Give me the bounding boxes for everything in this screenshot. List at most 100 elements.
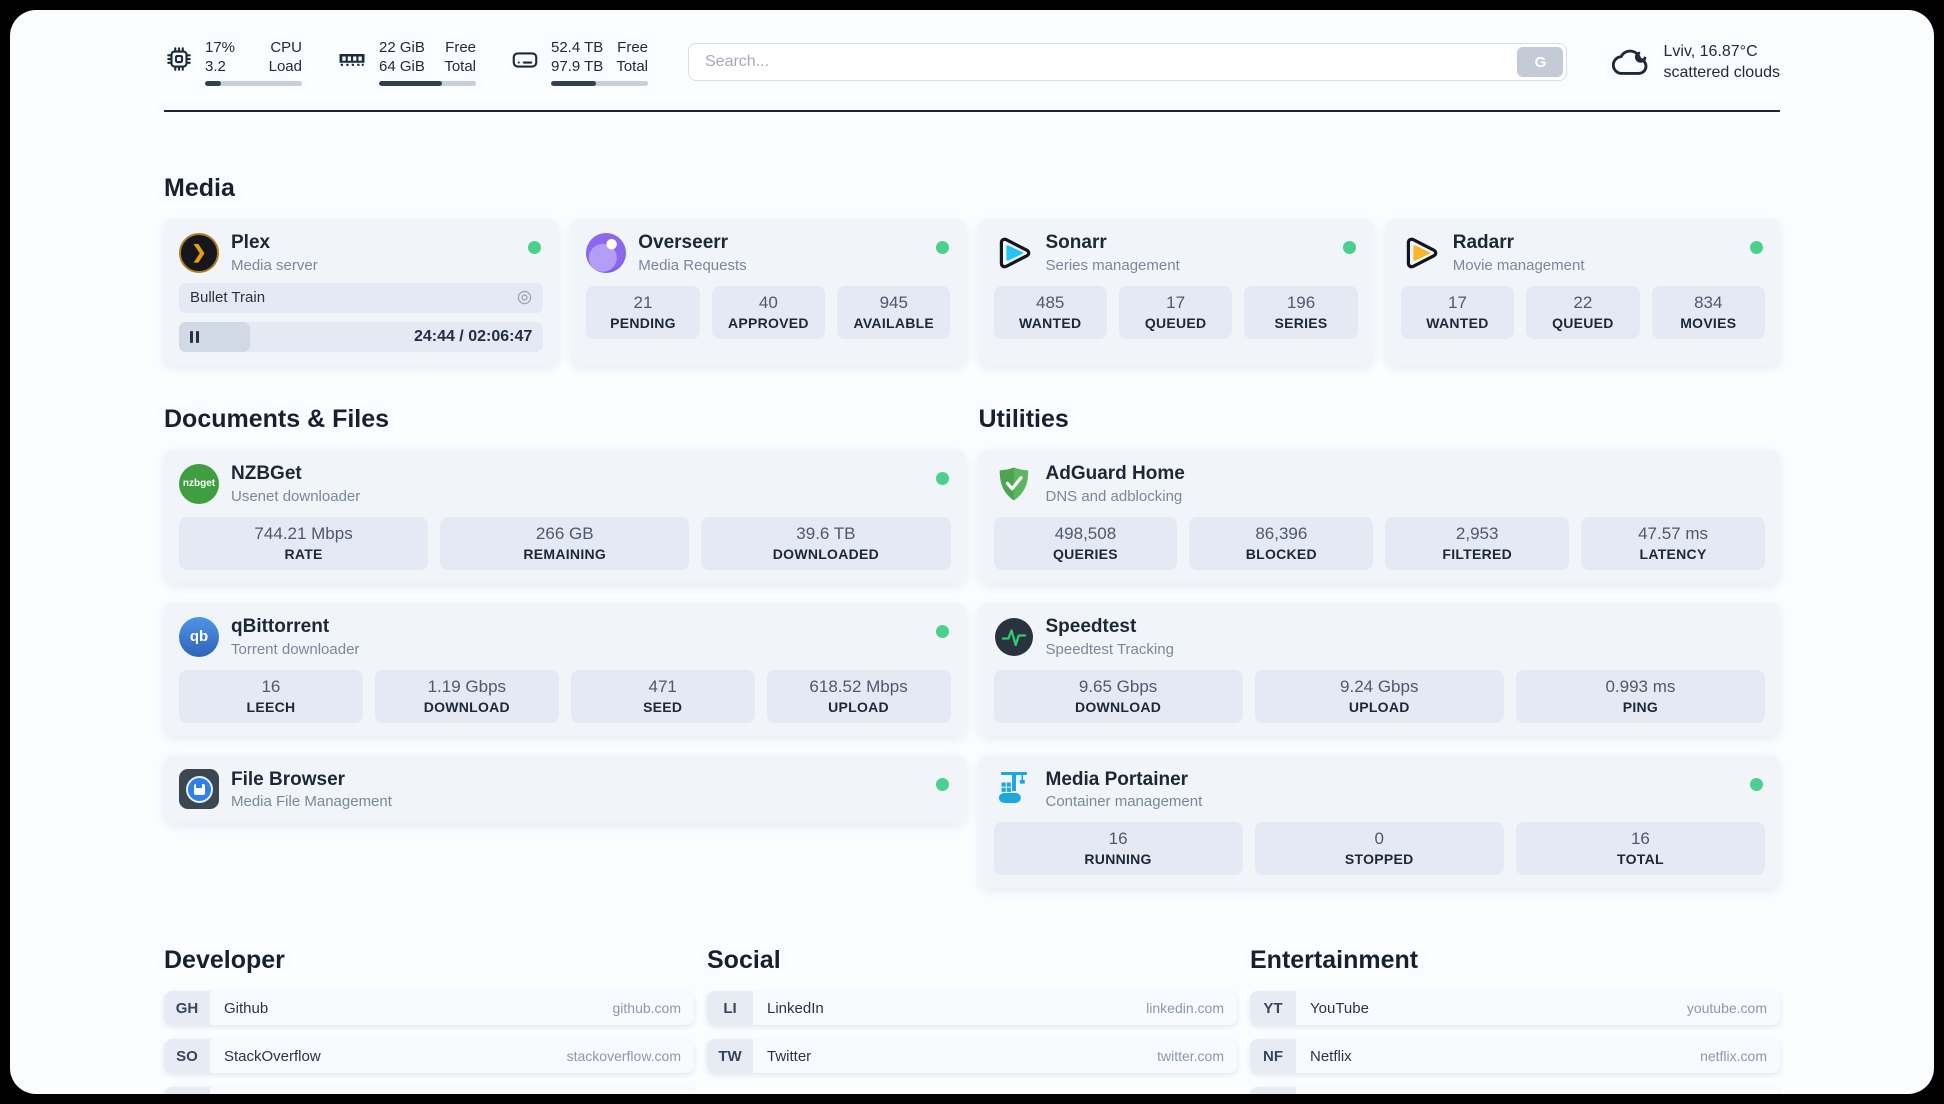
memory-icon <box>339 54 365 66</box>
stat-queued: 17 QUEUED <box>1118 285 1233 339</box>
cpu-stat: 17% CPU 3.2 Load <box>164 38 302 86</box>
section-title-media: Media <box>164 174 235 202</box>
status-dot-overseerr <box>935 241 949 254</box>
app-card-portainer[interactable]: Media Portainer Container management 16 … <box>978 755 1780 889</box>
app-card-nzbget[interactable]: nzbget NZBGet Usenet downloader 744.21 M… <box>164 449 966 583</box>
bookmark-name: StackOverflow <box>224 1047 321 1065</box>
bookmark-reddit[interactable]: RE Reddit reddit.com <box>1250 1087 1780 1094</box>
now-playing-title: Bullet Train <box>190 289 266 307</box>
app-desc-speedtest: Speedtest Tracking <box>1045 640 1174 658</box>
stat-wanted: 17 WANTED <box>1400 285 1515 339</box>
stat-movies: 834 MOVIES <box>1651 285 1765 339</box>
status-dot-filebrowser <box>935 777 949 791</box>
bookmark-url: youtube.com <box>1686 1000 1767 1017</box>
app-name-filebrowser: File Browser <box>231 768 346 790</box>
playback-time: 24:44 / 02:06:47 <box>413 327 533 345</box>
app-desc-qbittorrent: Torrent downloader <box>231 640 360 658</box>
section-title-entertainment: Entertainment <box>1250 946 1419 975</box>
overseerr-icon <box>586 232 627 273</box>
bookmark-youtube[interactable]: YT YouTube youtube.com <box>1250 991 1780 1026</box>
weather-condition: scattered clouds <box>1663 64 1780 81</box>
memory-progress-bar <box>379 81 476 86</box>
memory-free-label: Free <box>445 39 476 56</box>
cpu-progress-bar <box>205 81 302 86</box>
stat-ping: 0.993 ms PING <box>1515 669 1765 723</box>
bookmark-url: stackoverflow.com <box>566 1048 681 1065</box>
disk-free-value: 52.4 TB <box>551 39 604 56</box>
bookmark-stackoverflow[interactable]: SO StackOverflow stackoverflow.com <box>164 1039 694 1074</box>
bookmark-badge: DT <box>164 1087 210 1094</box>
cpu-load-label: Load <box>268 58 302 75</box>
playback-progress: 24:44 / 02:06:47 <box>179 321 544 352</box>
app-desc-nzbget: Usenet downloader <box>231 487 361 505</box>
app-card-plex[interactable]: ❯ Plex Media server Bullet Train <box>164 219 559 365</box>
stat-download: 9.65 Gbps DOWNLOAD <box>993 669 1243 723</box>
bookmark-linkedin[interactable]: LI LinkedIn linkedin.com <box>707 991 1237 1026</box>
bookmark-url: twitter.com <box>1157 1048 1224 1065</box>
app-card-speedtest[interactable]: Speedtest Speedtest Tracking 9.65 Gbps D… <box>978 602 1780 736</box>
status-dot-plex <box>528 241 542 254</box>
app-desc-overseerr: Media Requests <box>638 256 747 274</box>
app-card-filebrowser[interactable]: File Browser Media File Management <box>164 755 966 824</box>
bookmark-github[interactable]: GH Github github.com <box>164 991 694 1026</box>
header-divider <box>164 110 1780 112</box>
stat-remaining: 266 GB REMAINING <box>440 516 690 570</box>
bookmark-badge: TW <box>707 1039 753 1074</box>
stat-total: 16 TOTAL <box>1515 822 1765 876</box>
stat-queued: 22 QUEUED <box>1526 285 1640 339</box>
disk-stat: 52.4 TB Free 97.9 TB Total <box>510 38 648 86</box>
disk-icon <box>512 52 538 68</box>
speedtest-icon <box>994 617 1033 656</box>
cpu-icon <box>167 47 191 71</box>
cloud-icon <box>1612 49 1648 75</box>
cpu-usage-label: CPU <box>270 39 302 56</box>
app-name-nzbget: NZBGet <box>231 462 302 484</box>
section-title-documents: Documents & Files <box>164 404 390 433</box>
search-engine-button[interactable]: G <box>1517 47 1564 77</box>
app-name-sonarr: Sonarr <box>1045 232 1107 253</box>
app-card-qbittorrent[interactable]: qb qBittorrent Torrent downloader 16 LEE… <box>164 602 966 736</box>
status-dot-sonarr <box>1342 241 1356 254</box>
app-name-plex: Plex <box>231 232 271 253</box>
stat-queries: 498,508 QUERIES <box>993 516 1178 570</box>
bookmark-name: YouTube <box>1310 999 1369 1017</box>
app-desc-filebrowser: Media File Management <box>231 793 392 811</box>
stat-series: 196 SERIES <box>1244 285 1358 339</box>
stat-filtered: 2,953 FILTERED <box>1385 516 1570 570</box>
bookmark-twitter[interactable]: TW Twitter twitter.com <box>707 1039 1237 1074</box>
stat-upload: 618.52 Mbps UPLOAD <box>766 669 951 723</box>
bookmark-url: linkedin.com <box>1146 1000 1224 1017</box>
bookmark-name: LinkedIn <box>767 999 824 1017</box>
weather-widget: Lviv, 16.87°C scattered clouds <box>1611 41 1780 83</box>
bookmark-dev[interactable]: DT DEV dev.to <box>164 1087 694 1094</box>
stat-latency: 47.57 ms LATENCY <box>1581 516 1765 570</box>
app-name-qbittorrent: qBittorrent <box>231 615 330 637</box>
status-dot-radarr <box>1750 241 1763 254</box>
app-card-radarr[interactable]: Radarr Movie management 17 WANTED 22 QUE… <box>1385 219 1780 365</box>
stat-download: 1.19 Gbps DOWNLOAD <box>374 669 559 723</box>
bookmark-badge: NF <box>1250 1039 1296 1074</box>
stat-pending: 21 PENDING <box>586 285 700 339</box>
app-desc-sonarr: Series management <box>1045 256 1180 274</box>
bookmark-netflix[interactable]: NF Netflix netflix.com <box>1250 1039 1780 1074</box>
search-input[interactable] <box>688 43 1568 81</box>
memory-total-value: 64 GiB <box>379 58 425 75</box>
section-title-social: Social <box>707 946 781 975</box>
app-card-adguard[interactable]: AdGuard Home DNS and adblocking 498,508 … <box>978 449 1780 583</box>
disk-progress-bar <box>551 81 648 86</box>
app-name-radarr: Radarr <box>1452 232 1514 253</box>
sonarr-icon <box>999 237 1030 269</box>
memory-total-label: Total <box>444 58 476 75</box>
app-name-adguard: AdGuard Home <box>1045 462 1185 484</box>
bookmark-url: netflix.com <box>1700 1048 1767 1065</box>
dashboard-page: 17% CPU 3.2 Load <box>10 10 1934 1094</box>
app-card-sonarr[interactable]: Sonarr Series management 485 WANTED 17 Q… <box>978 219 1373 365</box>
stat-wanted: 485 WANTED <box>993 285 1107 339</box>
weather-location-temp: Lviv, 16.87°C <box>1663 43 1758 60</box>
stat-blocked: 86,396 BLOCKED <box>1189 516 1374 570</box>
adguard-icon <box>999 467 1028 501</box>
stat-approved: 40 APPROVED <box>711 285 826 339</box>
cpu-usage-value: 17% <box>205 39 236 56</box>
bookmark-badge: SO <box>164 1039 210 1074</box>
app-card-overseerr[interactable]: Overseerr Media Requests 21 PENDING 40 A… <box>571 219 966 365</box>
